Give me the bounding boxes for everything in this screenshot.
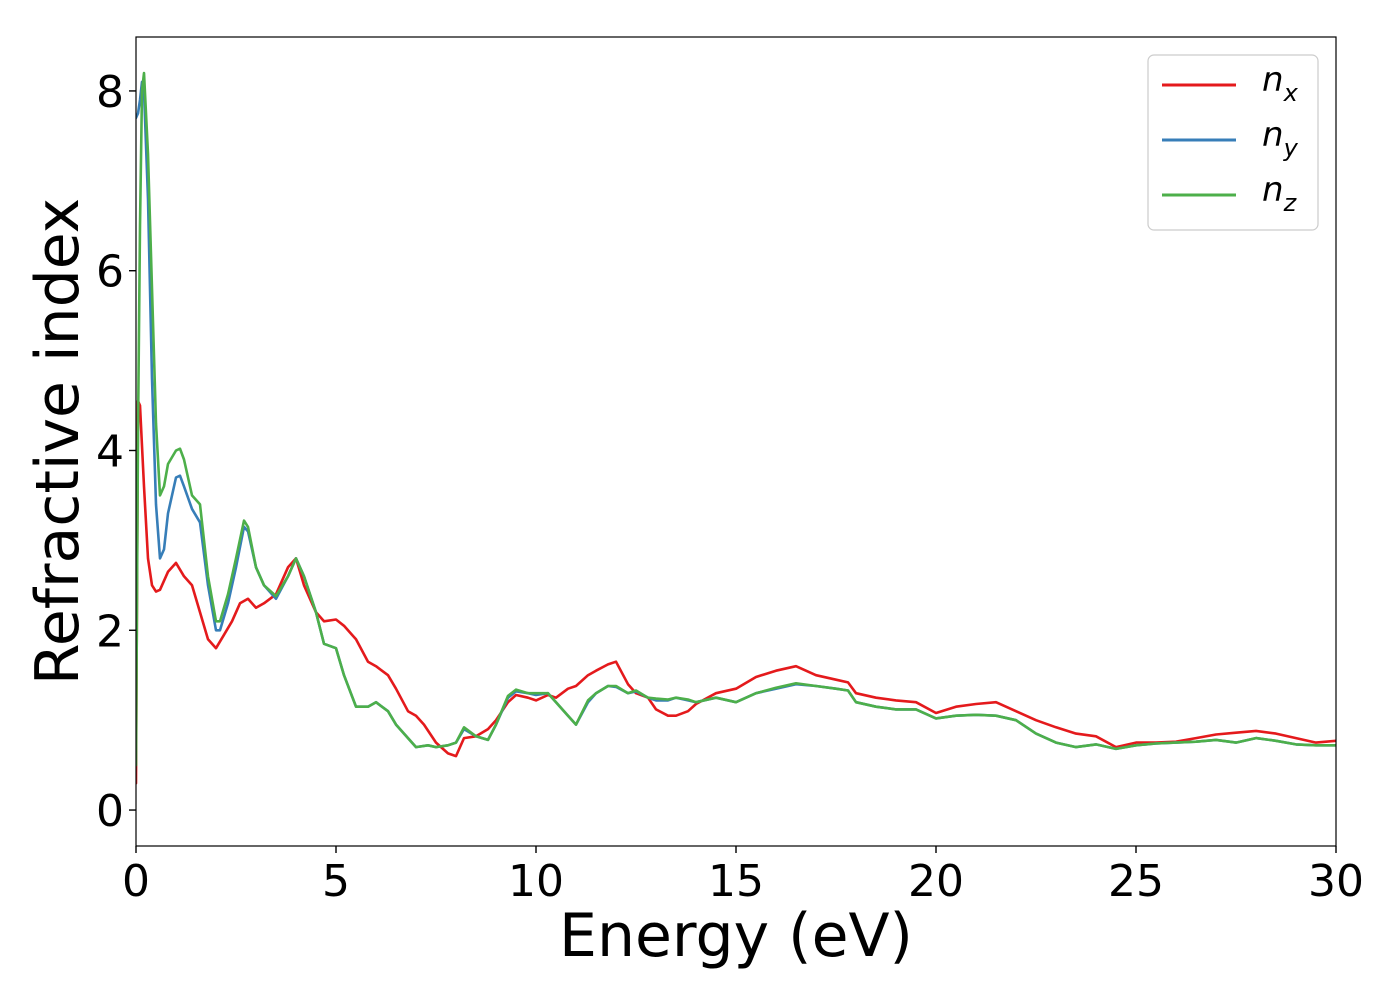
series-lines	[136, 71, 1336, 785]
y-tick-label: 8	[96, 67, 124, 118]
y-tick-label: 4	[96, 426, 124, 477]
series-line-n-z	[136, 71, 1336, 767]
x-tick-label: 25	[1108, 856, 1164, 907]
x-tick-label: 30	[1308, 856, 1364, 907]
x-tick-label: 15	[708, 856, 764, 907]
x-tick-label: 0	[122, 856, 150, 907]
series-line-n-x	[136, 399, 1336, 785]
x-tick-label: 20	[908, 856, 964, 907]
x-axis-title: Energy (eV)	[559, 901, 913, 971]
x-tick-label: 5	[322, 856, 350, 907]
legend-box	[1147, 54, 1319, 231]
y-tick-label: 2	[96, 606, 124, 657]
y-tick-label: 0	[96, 786, 124, 837]
legend-label-x: nx	[1262, 60, 1299, 107]
y-axis-title: Refractive index	[23, 198, 93, 685]
y-tick-label: 6	[96, 247, 124, 298]
axis-ticks: 0 5 10 15 20 25 30 0 2 4 6 8	[96, 67, 1364, 907]
x-tick-label: 10	[508, 856, 564, 907]
